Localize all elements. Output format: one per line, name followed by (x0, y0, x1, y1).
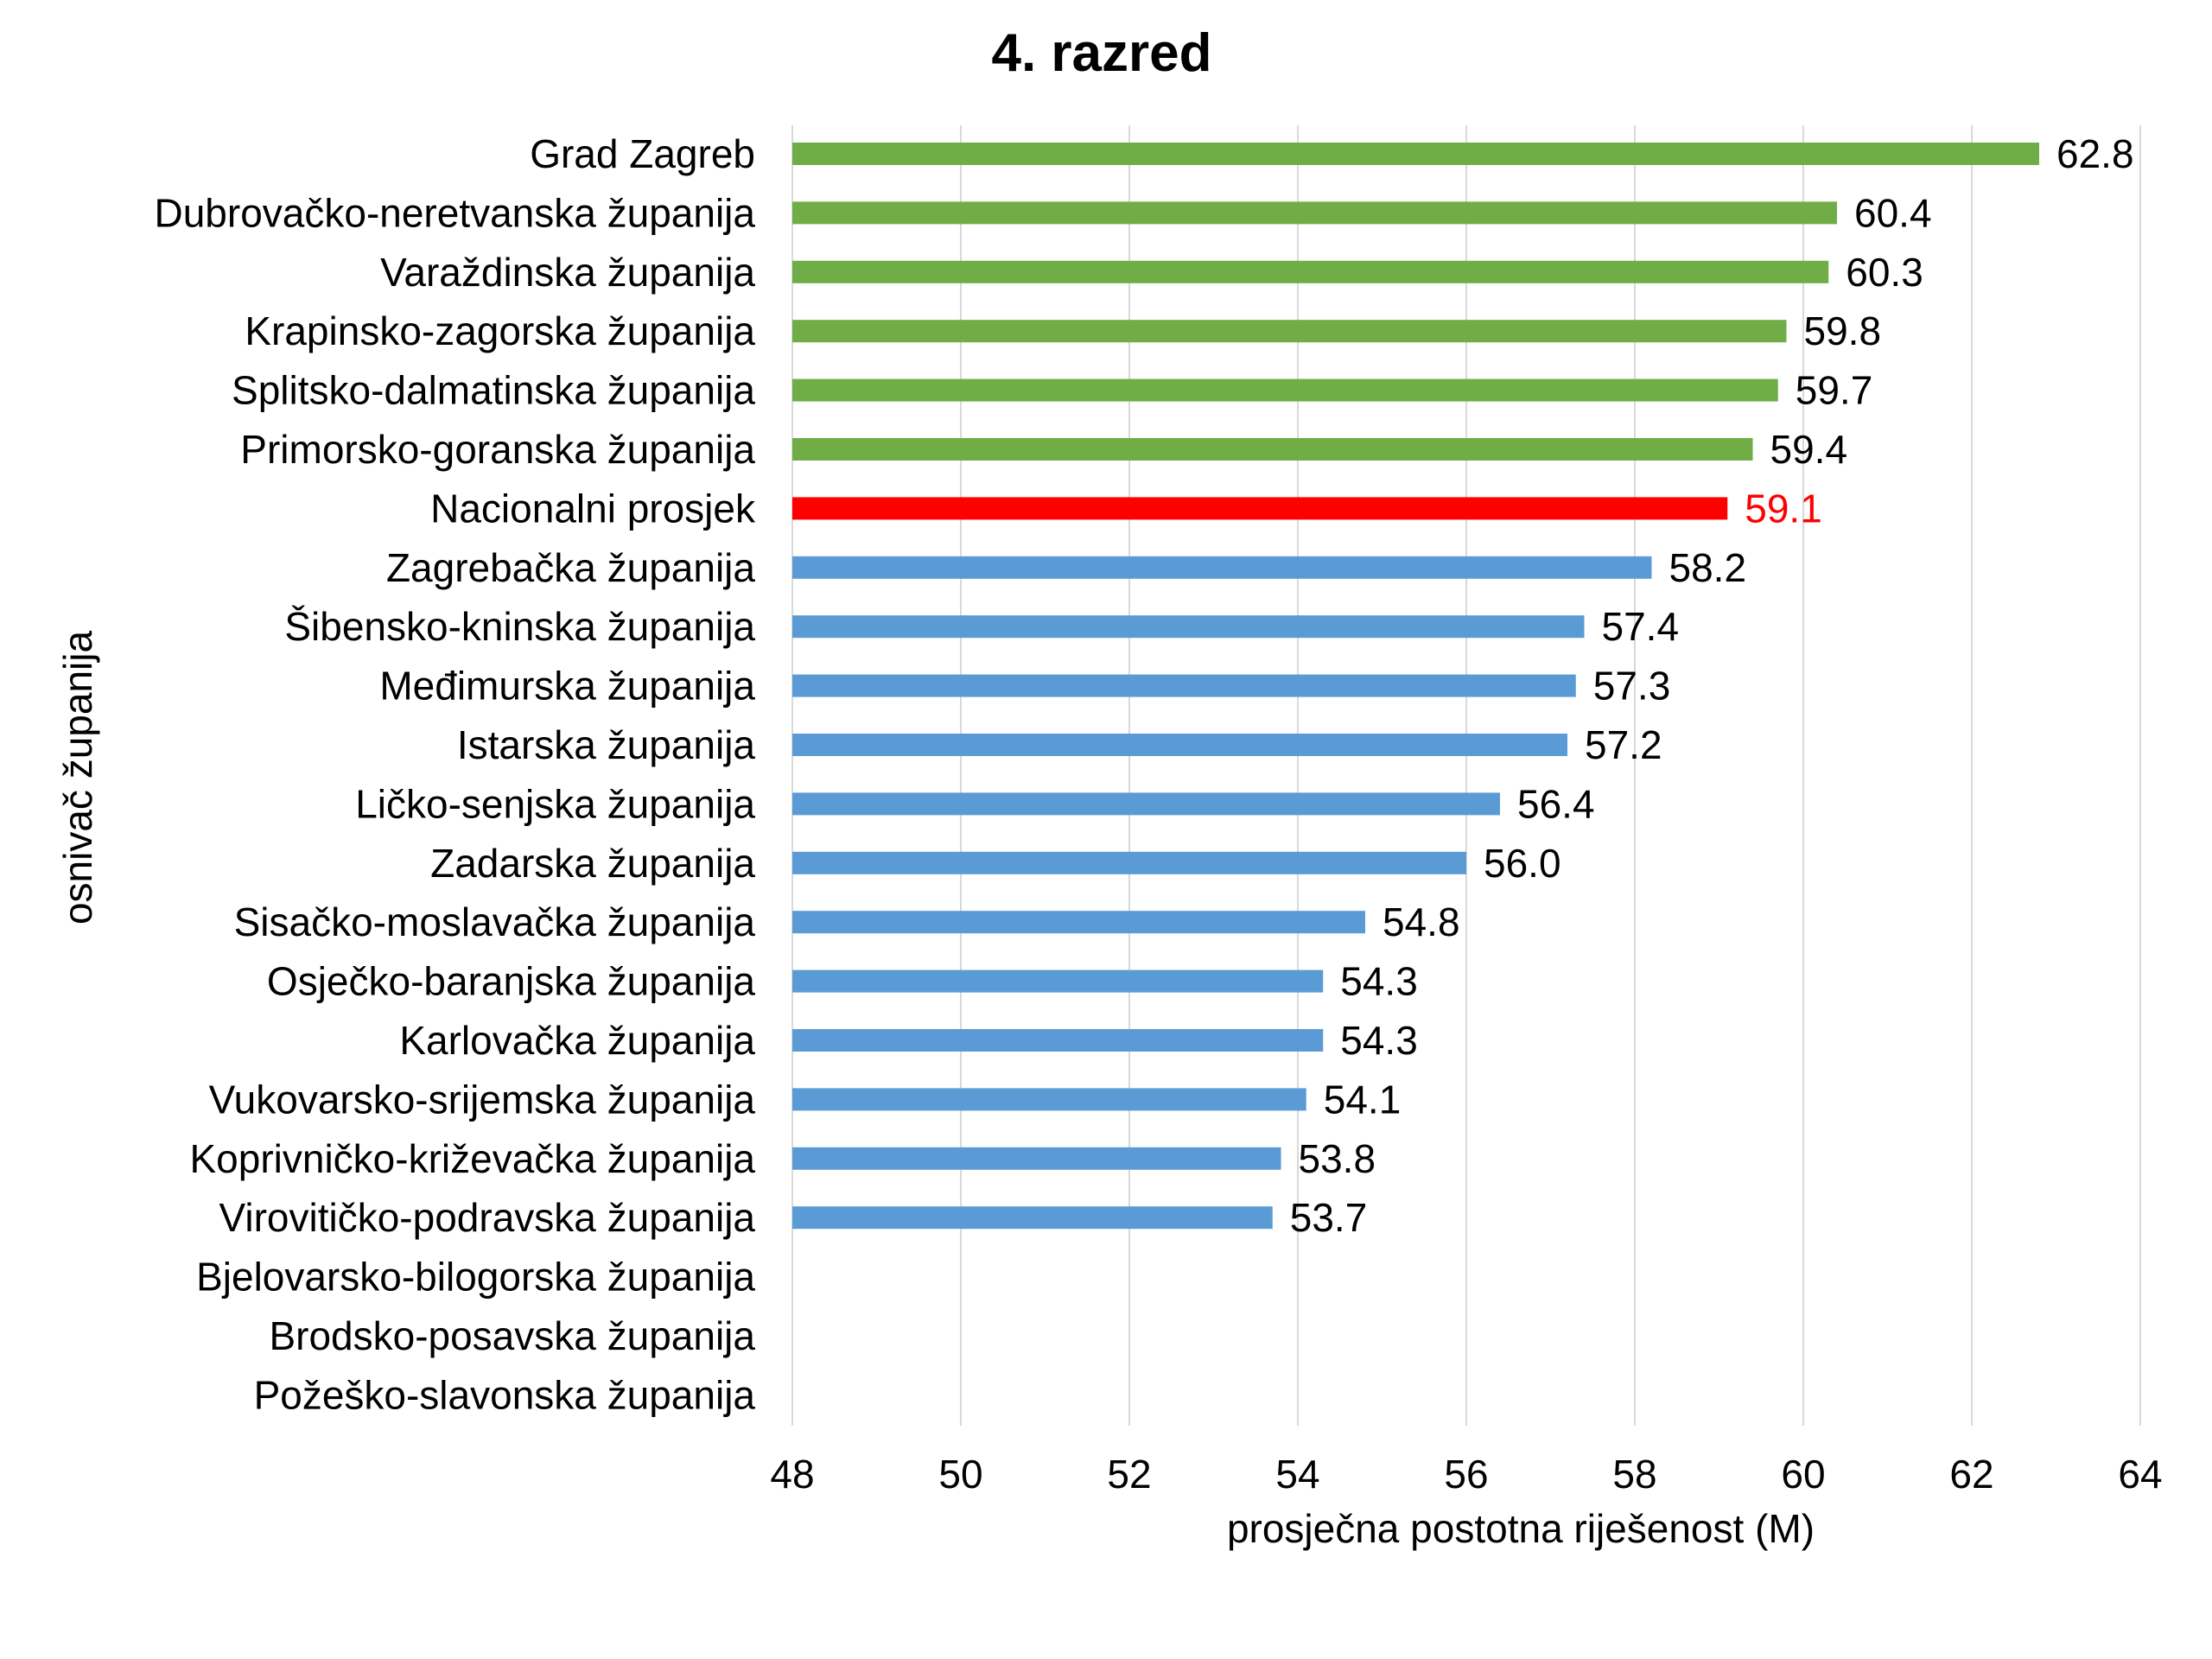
y-tick-label: Nacionalni prosjek (430, 486, 756, 531)
x-axis-label: prosječna postotna riješenost (M) (1226, 1506, 1815, 1551)
bar (792, 615, 1585, 639)
y-tick-label: Dubrovačko-neretvanska županija (154, 190, 755, 235)
y-tick-label: Grad Zagreb (530, 131, 755, 176)
data-label: 56.4 (1517, 781, 1595, 826)
y-tick-label: Međimurska županija (379, 664, 755, 709)
x-tick-label: 64 (2118, 1452, 2162, 1497)
y-tick-label: Varaždinska županija (380, 250, 755, 295)
bar (792, 320, 1787, 343)
bar (792, 1088, 1306, 1111)
y-tick-label: Koprivničko-križevačka županija (189, 1136, 755, 1181)
bar (792, 1029, 1324, 1052)
bar (792, 1206, 1273, 1230)
x-tick-label: 48 (770, 1452, 814, 1497)
data-label: 59.7 (1796, 368, 1873, 413)
bar (792, 1147, 1281, 1170)
data-label: 58.2 (1669, 545, 1747, 590)
data-label: 54.1 (1324, 1077, 1402, 1122)
data-label: 56.0 (1484, 841, 1561, 886)
x-tick-label: 58 (1612, 1452, 1656, 1497)
bar (792, 378, 1778, 402)
x-tick-label: 60 (1781, 1452, 1825, 1497)
data-label: 54.3 (1340, 1018, 1418, 1063)
bar (792, 260, 1829, 283)
y-tick-label: Krapinsko-zagorska županija (245, 308, 755, 353)
y-tick-label: Istarska županija (457, 722, 756, 767)
data-label: 60.3 (1846, 250, 1923, 295)
data-label: 60.4 (1854, 190, 1932, 235)
bar (792, 911, 1365, 934)
y-tick-label: Splitsko-dalmatinska županija (232, 368, 755, 413)
y-axis-label: osnivač županija (55, 630, 100, 925)
x-tick-label: 50 (938, 1452, 982, 1497)
data-label: 59.1 (1745, 486, 1822, 531)
x-tick-label: 56 (1444, 1452, 1488, 1497)
data-label: 53.7 (1290, 1195, 1368, 1240)
y-tick-label: Sisačko-moslavačka županija (234, 899, 756, 944)
bar (792, 556, 1652, 579)
bar (792, 438, 1753, 461)
y-tick-label: Vukovarsko-srijemska županija (209, 1077, 756, 1122)
y-tick-label: Virovitičko-podravska županija (219, 1195, 756, 1240)
data-label: 59.8 (1804, 308, 1882, 353)
y-tick-label: Zagrebačka županija (386, 545, 755, 590)
x-tick-label: 62 (1949, 1452, 1993, 1497)
chart-title: 4. razred (991, 23, 1212, 83)
bar (792, 201, 1837, 225)
bar (792, 674, 1576, 697)
y-tick-label: Primorsko-goranska županija (240, 427, 755, 472)
bar (792, 497, 1728, 520)
data-label: 53.8 (1299, 1136, 1376, 1181)
bar (792, 143, 2039, 165)
data-label: 57.4 (1602, 604, 1680, 649)
y-tick-label: Osječko-baranjska županija (267, 959, 755, 1004)
y-tick-label: Ličko-senjska županija (355, 781, 755, 826)
y-tick-label: Zadarska županija (430, 841, 755, 886)
y-tick-label: Karlovačka županija (399, 1018, 755, 1063)
y-tick-label: Šibensko-kninska županija (284, 604, 755, 649)
bar (792, 734, 1567, 756)
bar (792, 969, 1324, 993)
y-tick-label: Bjelovarsko-bilogorska županija (196, 1255, 755, 1300)
data-label: 57.2 (1585, 722, 1662, 767)
y-tick-label: Brodsko-posavska županija (269, 1313, 755, 1358)
data-label: 57.3 (1593, 664, 1671, 709)
y-tick-label: Požeško-slavonska županija (254, 1372, 756, 1417)
data-label: 62.8 (2056, 131, 2134, 176)
data-label: 59.4 (1770, 427, 1848, 472)
bar (792, 851, 1466, 874)
bar (792, 792, 1500, 816)
data-label: 54.8 (1382, 899, 1460, 944)
x-tick-label: 52 (1107, 1452, 1151, 1497)
x-tick-label: 54 (1275, 1452, 1319, 1497)
data-label: 54.3 (1340, 959, 1418, 1004)
